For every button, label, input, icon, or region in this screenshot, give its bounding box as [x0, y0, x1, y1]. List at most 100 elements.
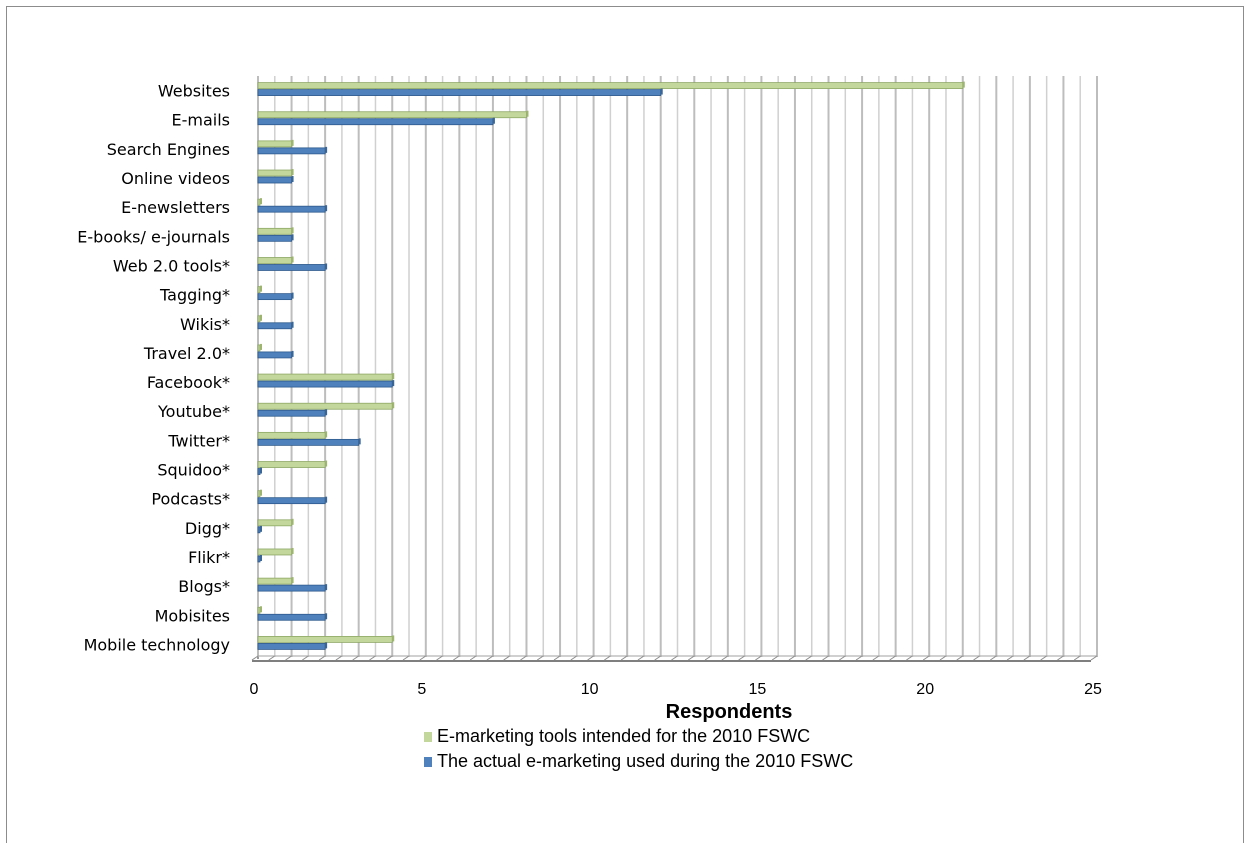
floor-tick	[956, 655, 964, 661]
bar-end-face	[291, 321, 294, 328]
floor-tick	[805, 655, 813, 661]
bar-actual	[257, 89, 662, 96]
bar-actual	[257, 351, 292, 359]
bar-intended	[257, 402, 393, 410]
bar-actual	[257, 409, 326, 417]
bar-end-face	[358, 438, 361, 445]
bar-end-face	[325, 409, 328, 416]
floor-tick	[771, 655, 779, 661]
bar-end-face	[260, 285, 262, 292]
legend-entry: The actual e-marketing used during the 2…	[437, 751, 853, 771]
bar-end-face	[291, 518, 294, 525]
floor-tick	[520, 655, 527, 661]
floor-tick	[872, 655, 880, 661]
legend-swatch	[424, 732, 432, 742]
bar-end-face	[260, 525, 262, 532]
floor-tick	[1073, 655, 1081, 661]
bar-actual	[257, 497, 326, 505]
category-label: Facebook*	[147, 373, 230, 392]
floor-tick	[385, 655, 393, 661]
category-label: Digg*	[185, 519, 230, 538]
floor-tick	[671, 655, 678, 661]
x-tick-label: 25	[1084, 681, 1102, 698]
bar-end-face	[392, 635, 395, 642]
x-tick-label: 0	[250, 681, 259, 698]
legend-entry: E-marketing tools intended for the 2010 …	[437, 726, 810, 746]
bar-intended	[257, 169, 292, 177]
bar-end-face	[325, 613, 328, 620]
bars	[257, 81, 965, 650]
category-label: Wikis*	[180, 315, 230, 334]
bar-end-face	[325, 496, 328, 503]
bar-end-face	[291, 577, 294, 584]
floor-tick	[721, 655, 729, 661]
floor-tick	[922, 655, 930, 661]
chart-frame	[6, 6, 1244, 843]
category-label: Blogs*	[178, 577, 230, 596]
bar-end-face	[291, 547, 294, 554]
floor-tick	[1023, 655, 1031, 661]
category-label: Websites	[158, 82, 230, 101]
floor-tick	[654, 655, 661, 661]
x-tick-label: 10	[581, 681, 599, 698]
bar-actual	[257, 613, 326, 621]
floor-tick	[553, 655, 561, 661]
bar-end-face	[291, 234, 294, 241]
bar-actual	[257, 526, 261, 534]
floor-tick	[402, 655, 410, 661]
floor-tick	[318, 655, 326, 661]
gridlines	[251, 76, 1098, 662]
bar-actual	[257, 322, 292, 330]
bar-intended	[257, 315, 261, 323]
bar-actual	[257, 380, 393, 388]
bar-intended	[257, 606, 261, 614]
bar-end-face	[325, 460, 328, 467]
category-label: Travel 2.0*	[143, 344, 230, 363]
category-label: Search Engines	[107, 140, 230, 159]
bar-end-face	[325, 584, 328, 591]
bar-end-face	[962, 81, 965, 88]
bar-intended	[257, 344, 261, 352]
category-label: Tagging*	[159, 286, 230, 305]
bar-intended	[257, 286, 261, 294]
floor-tick	[637, 655, 645, 661]
floor-tick	[990, 655, 997, 661]
bar-end-face	[325, 642, 328, 649]
bar-end-face	[260, 467, 262, 474]
x-tick-label: 15	[749, 681, 767, 698]
floor-tick	[855, 655, 863, 661]
bar-actual	[257, 118, 494, 126]
bar-intended	[257, 111, 527, 119]
bar-end-face	[260, 554, 262, 561]
bar-end-face	[260, 343, 262, 350]
legend: E-marketing tools intended for the 2010 …	[424, 726, 853, 771]
bar-actual	[257, 468, 261, 475]
bar-actual	[257, 643, 326, 650]
bar-end-face	[526, 110, 529, 117]
category-label: Flikr*	[188, 548, 230, 567]
bar-intended	[257, 198, 261, 206]
bar-actual	[257, 555, 261, 563]
bar-end-face	[260, 489, 262, 496]
bar-end-face	[325, 431, 328, 438]
floor-tick	[251, 655, 259, 661]
x-tick-label: 5	[417, 681, 426, 698]
bar-end-face	[260, 606, 262, 613]
bar-intended	[257, 548, 292, 556]
floor-tick	[419, 655, 427, 661]
category-label: Web 2.0 tools*	[113, 256, 230, 275]
bar-end-face	[660, 88, 663, 95]
bar-actual	[257, 205, 326, 213]
floor-tick	[839, 655, 846, 661]
tick-labels: 0 5 10 15 20 25	[250, 681, 1102, 698]
floor-tick	[335, 655, 343, 661]
legend-swatch	[424, 757, 432, 767]
bar-intended	[257, 373, 393, 381]
floor-tick	[268, 655, 276, 661]
bar-intended	[257, 257, 292, 264]
bar-end-face	[291, 139, 294, 146]
floor-tick	[688, 655, 695, 661]
bar-end-face	[260, 198, 262, 205]
category-label: E-books/ e-journals	[77, 227, 230, 246]
